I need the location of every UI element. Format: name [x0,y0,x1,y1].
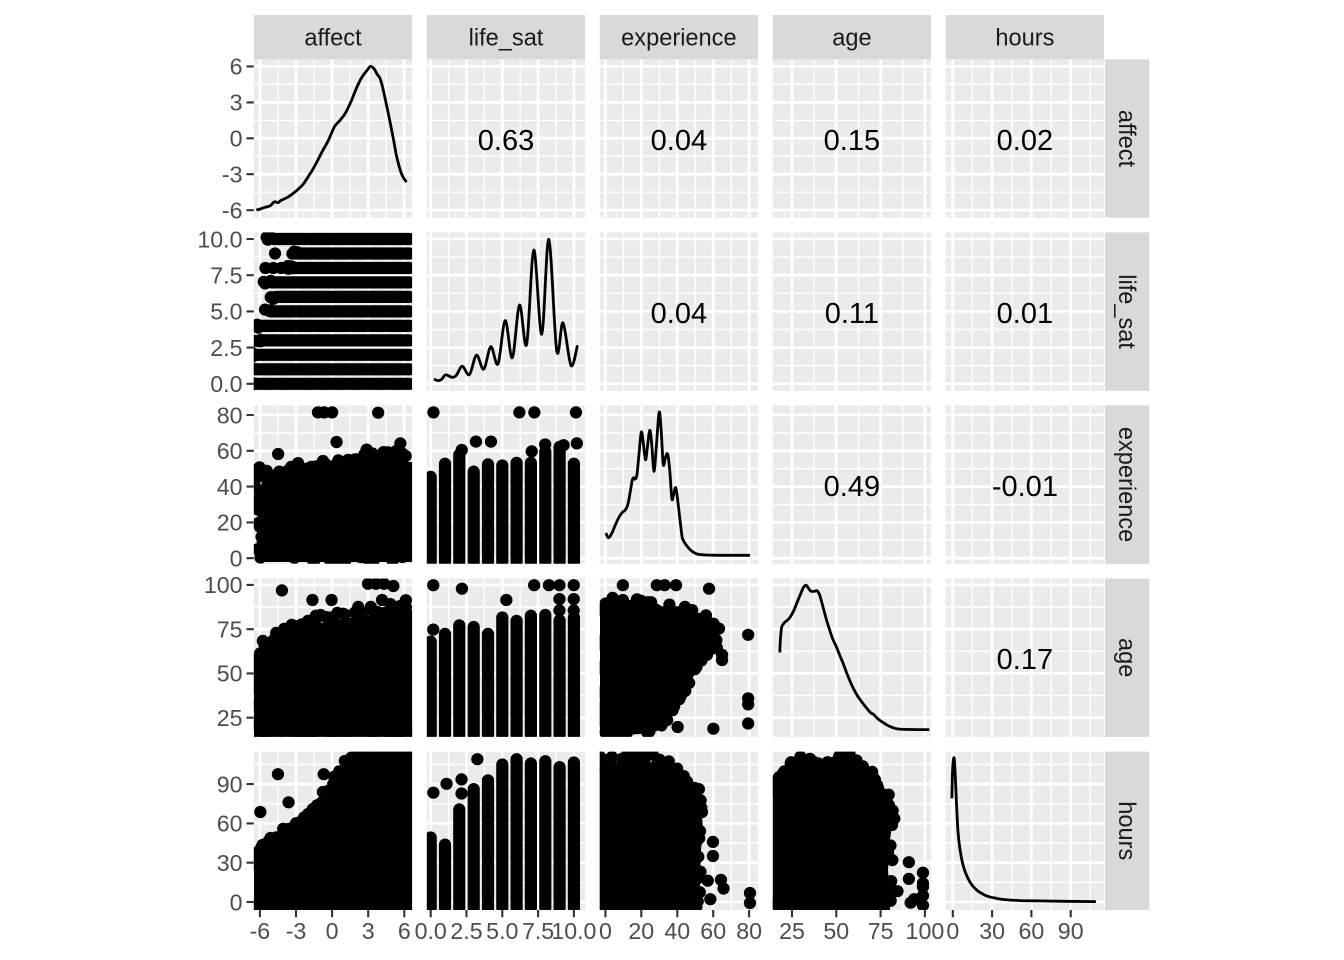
svg-text:affect: affect [304,26,362,52]
svg-text:50: 50 [823,918,849,944]
svg-text:3: 3 [362,918,375,944]
svg-text:50: 50 [217,661,243,687]
svg-text:0.04: 0.04 [651,298,707,330]
svg-text:75: 75 [217,617,243,643]
svg-text:hours: hours [1113,801,1139,860]
svg-text:5.0: 5.0 [486,918,518,944]
svg-text:6: 6 [398,918,411,944]
svg-text:6: 6 [230,54,243,80]
svg-text:80: 80 [736,918,762,944]
svg-text:life_sat: life_sat [469,26,544,52]
svg-text:10.0: 10.0 [197,226,242,252]
svg-text:5.0: 5.0 [210,299,242,325]
svg-text:0.01: 0.01 [997,298,1053,330]
svg-text:10.0: 10.0 [551,918,596,944]
svg-text:life_sat: life_sat [1113,274,1139,349]
svg-text:affect: affect [1113,110,1139,168]
svg-text:100: 100 [204,572,243,598]
svg-text:20: 20 [217,510,243,536]
svg-text:0: 0 [230,126,243,152]
svg-text:2.5: 2.5 [450,918,482,944]
svg-text:-3: -3 [286,918,307,944]
svg-text:20: 20 [628,918,654,944]
svg-text:0: 0 [230,889,243,915]
svg-text:age: age [832,26,871,52]
svg-text:age: age [1113,638,1139,677]
svg-text:0: 0 [230,546,243,572]
svg-text:experience: experience [1113,427,1139,542]
svg-text:30: 30 [217,850,243,876]
svg-text:60: 60 [700,918,726,944]
svg-text:hours: hours [995,26,1054,52]
svg-text:experience: experience [621,26,736,52]
svg-text:0.02: 0.02 [997,125,1053,157]
svg-text:0.04: 0.04 [651,125,707,157]
svg-text:0.63: 0.63 [478,125,534,157]
svg-text:0.0: 0.0 [415,918,447,944]
svg-text:0.11: 0.11 [825,298,879,330]
svg-text:-6: -6 [250,918,271,944]
svg-text:25: 25 [217,705,243,731]
svg-text:60: 60 [217,811,243,837]
svg-text:7.5: 7.5 [522,918,554,944]
svg-text:75: 75 [868,918,894,944]
svg-text:60: 60 [217,438,243,464]
svg-text:0: 0 [599,918,612,944]
svg-text:0.49: 0.49 [824,471,880,503]
svg-text:0.15: 0.15 [824,125,880,157]
svg-text:0: 0 [946,918,959,944]
svg-text:40: 40 [664,918,690,944]
svg-text:40: 40 [217,474,243,500]
svg-text:-0.01: -0.01 [992,471,1058,503]
svg-text:80: 80 [217,402,243,428]
svg-text:-6: -6 [222,198,243,224]
svg-text:0.0: 0.0 [210,371,242,397]
svg-text:7.5: 7.5 [210,263,242,289]
svg-text:-3: -3 [222,162,243,188]
svg-text:90: 90 [217,771,243,797]
svg-text:60: 60 [1019,918,1045,944]
svg-text:2.5: 2.5 [210,335,242,361]
svg-text:0.17: 0.17 [997,644,1053,676]
svg-text:25: 25 [779,918,805,944]
svg-text:0: 0 [326,918,339,944]
svg-text:90: 90 [1058,918,1084,944]
svg-text:3: 3 [230,90,243,116]
svg-text:30: 30 [979,918,1005,944]
svg-text:100: 100 [906,918,945,944]
